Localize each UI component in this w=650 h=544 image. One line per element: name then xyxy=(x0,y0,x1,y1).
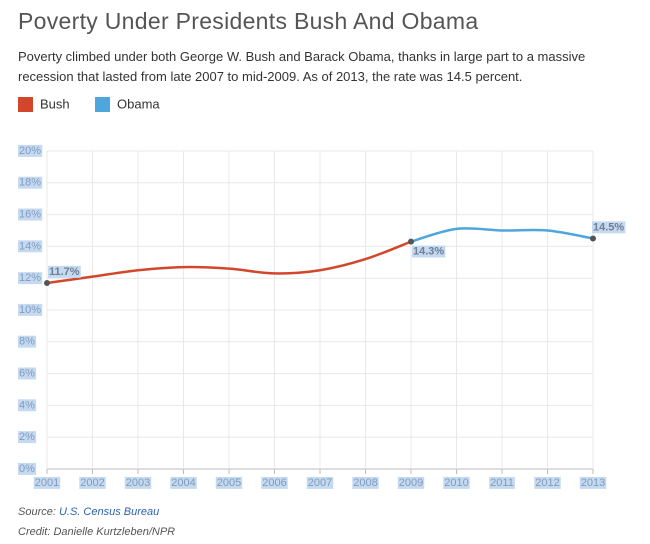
label-highlight xyxy=(18,208,43,221)
label-highlight xyxy=(18,176,43,189)
x-tick-label: 2010 xyxy=(444,477,468,489)
y-tick-label: 8% xyxy=(19,336,35,348)
source-note: Source: U.S. Census Bureau xyxy=(18,506,159,518)
legend-swatch xyxy=(18,97,33,112)
x-tick-label: 2001 xyxy=(35,477,59,489)
label-highlight xyxy=(489,476,515,489)
label-highlight xyxy=(18,399,37,412)
x-tick-label: 2011 xyxy=(490,477,514,489)
y-tick-label: 16% xyxy=(19,209,41,221)
x-tick-label: 2004 xyxy=(171,477,195,489)
source-label: Source: xyxy=(18,506,56,518)
label-highlight xyxy=(306,476,334,489)
y-tick-label: 2% xyxy=(19,431,35,443)
label-highlight xyxy=(397,476,425,489)
x-tick-label: 2008 xyxy=(353,477,377,489)
label-highlight xyxy=(18,335,37,348)
label-highlight xyxy=(18,303,43,316)
data-label: 14.5% xyxy=(593,221,624,233)
y-tick-label: 14% xyxy=(19,240,41,252)
series-line xyxy=(46,240,412,285)
label-highlight xyxy=(18,272,43,285)
label-highlight xyxy=(352,476,379,489)
x-tick-label: 2013 xyxy=(581,477,605,489)
label-highlight xyxy=(18,367,37,380)
label-highlight xyxy=(18,431,37,444)
data-label: 11.7% xyxy=(49,266,80,278)
series-line xyxy=(410,227,594,243)
legend-label: Bush xyxy=(40,96,70,111)
x-tick-label: 2002 xyxy=(80,477,104,489)
x-tick-label: 2009 xyxy=(399,477,423,489)
label-highlight xyxy=(443,476,470,489)
label-highlight xyxy=(534,476,561,489)
x-tick-label: 2012 xyxy=(535,477,559,489)
legend-label: Obama xyxy=(117,96,160,111)
y-tick-label: 12% xyxy=(19,272,41,284)
data-point xyxy=(44,279,50,286)
y-tick-label: 10% xyxy=(19,304,41,316)
legend-swatch xyxy=(95,97,110,112)
chart-title: Poverty Under Presidents Bush And Obama xyxy=(18,8,479,34)
label-highlight xyxy=(18,144,43,157)
chart-subtitle: Poverty climbed under both George W. Bus… xyxy=(18,49,586,84)
data-point xyxy=(590,235,596,242)
label-highlight xyxy=(592,221,626,234)
x-tick-label: 2007 xyxy=(308,477,332,489)
y-tick-label: 0% xyxy=(19,463,35,475)
label-highlight xyxy=(124,476,152,489)
label-highlight xyxy=(18,462,37,475)
y-tick-label: 20% xyxy=(19,145,41,157)
label-highlight xyxy=(48,265,81,278)
y-tick-label: 6% xyxy=(19,368,35,380)
label-highlight xyxy=(412,245,446,258)
data-label: 14.3% xyxy=(413,246,444,258)
y-tick-label: 4% xyxy=(19,399,35,411)
source-link[interactable]: U.S. Census Bureau xyxy=(58,506,160,518)
label-highlight xyxy=(261,476,288,489)
label-highlight xyxy=(170,476,197,489)
x-tick-label: 2006 xyxy=(262,477,286,489)
x-tick-label: 2003 xyxy=(126,477,150,489)
x-tick-label: 2005 xyxy=(217,477,241,489)
label-highlight xyxy=(79,476,106,489)
y-tick-label: 18% xyxy=(19,177,41,189)
label-highlight xyxy=(33,476,61,489)
data-point xyxy=(408,238,414,245)
label-highlight xyxy=(215,476,243,489)
label-highlight xyxy=(18,240,43,253)
label-highlight xyxy=(579,476,607,489)
credit-note: Credit: Danielle Kurtzleben/NPR xyxy=(18,526,176,538)
